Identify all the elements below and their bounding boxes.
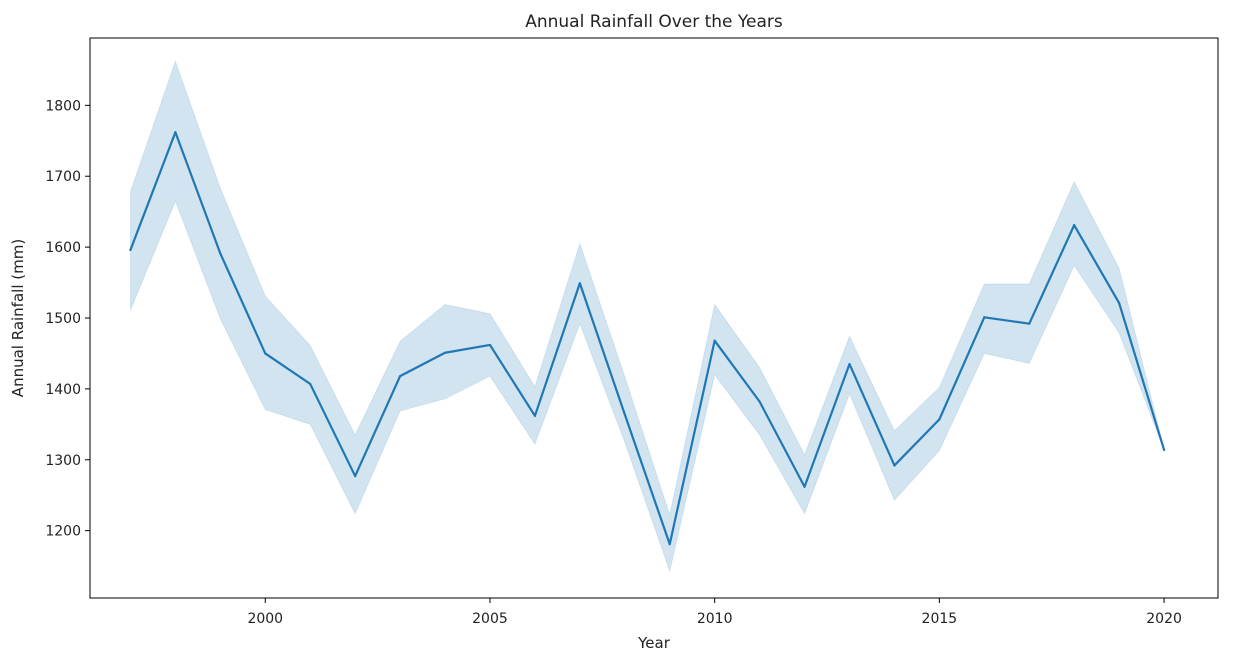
data-point [1073,224,1076,227]
data-point [848,362,851,366]
y-tick-label: 1600 [45,240,81,256]
data-point [264,352,267,355]
y-tick-label: 1500 [45,311,81,327]
y-tick-label: 1700 [45,169,81,185]
x-tick-label: 2005 [472,611,508,627]
data-point [803,485,806,488]
data-point [668,543,671,546]
data-point [1118,302,1121,305]
y-tick-label: 1800 [45,98,81,114]
x-axis-label: Year [637,634,671,652]
data-point [488,343,492,347]
data-point [354,474,357,478]
data-point [578,282,581,285]
x-axis: 2000 2005 2010 2015 2020 [247,598,1182,627]
data-point [533,414,537,417]
confidence-band [129,59,1165,573]
data-point [893,464,896,467]
data-point [983,316,986,319]
data-point [938,418,941,421]
data-point [1028,322,1031,325]
y-tick-label: 1400 [45,382,81,398]
x-tick-label: 2015 [922,611,958,627]
x-tick-label: 2020 [1146,611,1182,627]
x-tick-label: 2010 [697,611,733,627]
data-point [398,375,402,378]
y-axis-label: Annual Rainfall (mm) [9,239,27,397]
y-tick-label: 1300 [45,453,81,469]
chart-title: Annual Rainfall Over the Years [525,12,783,32]
data-point [219,252,222,255]
x-tick-label: 2000 [247,611,283,627]
data-point [174,131,177,134]
data-point [309,382,312,386]
data-point [623,413,626,416]
data-point [443,351,447,354]
data-point [129,248,132,252]
data-point [1162,448,1166,451]
series-line [129,131,1166,546]
data-point [758,400,761,403]
series-line-layer [129,131,1166,546]
y-axis: 1200 1300 1400 1500 1600 1700 1800 [45,98,90,540]
data-point [713,339,716,342]
confidence-band-layer [129,59,1165,573]
y-tick-label: 1200 [45,524,81,540]
